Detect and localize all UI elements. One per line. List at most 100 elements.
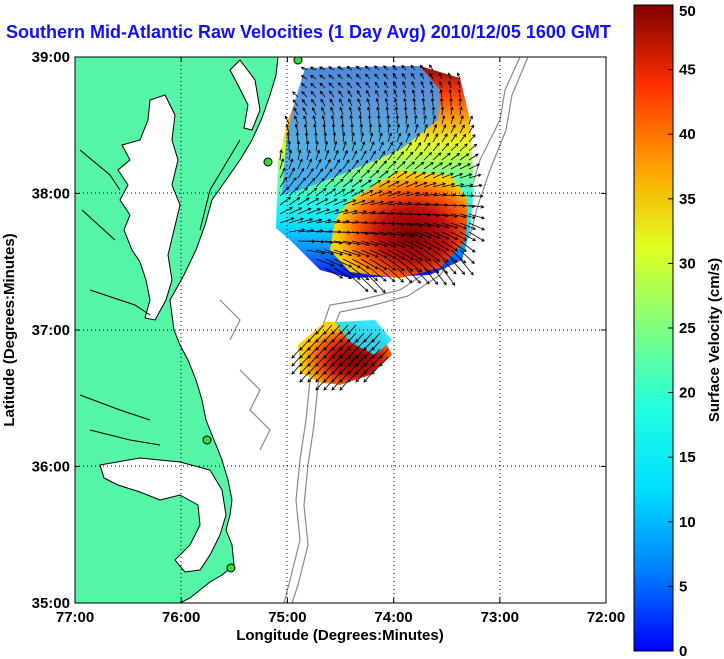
vector-arrowhead [364, 159, 369, 164]
vector-arrowhead [470, 193, 475, 198]
vector-arrowhead [374, 277, 379, 281]
vector-arrowhead [314, 131, 318, 136]
vector-arrow [385, 98, 389, 107]
vector-arrowhead [463, 248, 467, 252]
vector-arrow [360, 276, 377, 293]
vector-arrow [387, 240, 405, 248]
vector-arrowhead [323, 386, 327, 391]
vector-arrowhead [411, 161, 416, 165]
vector-arrow [369, 141, 375, 152]
vector-arrow [432, 231, 449, 240]
vector-arrow [351, 258, 370, 269]
vector-arrowhead [328, 66, 332, 70]
vector-arrow [349, 107, 353, 116]
vector-arrow [351, 179, 363, 188]
vector-arrow [383, 65, 389, 71]
vector-arrow [459, 222, 476, 230]
vector-arrowhead [348, 252, 353, 257]
vector-arrowhead [371, 362, 375, 367]
vector-arrow [329, 99, 335, 107]
vector-arrow [378, 212, 394, 215]
vector-arrowhead [385, 170, 389, 174]
vector-arrow [307, 348, 317, 359]
vector-arrowhead [311, 98, 315, 103]
vector-arrowhead [456, 152, 461, 157]
vector-arrowhead [336, 159, 341, 163]
vector-arrow [342, 132, 345, 143]
vector-arrowhead [430, 162, 434, 166]
vector-arrow [459, 173, 472, 179]
vector-arrow [288, 187, 299, 197]
vector-arrow [414, 222, 431, 227]
vector-arrowhead [472, 237, 477, 241]
vector-arrowhead [368, 123, 373, 128]
vector-arrow [333, 267, 352, 279]
vector-arrow [332, 124, 335, 134]
vector-arrowhead [430, 89, 434, 93]
vector-arrow [333, 150, 339, 161]
velocity-vectors [279, 64, 486, 391]
vector-arrowhead [473, 143, 478, 148]
vector-arrow [432, 152, 442, 161]
vector-arrow [432, 106, 434, 116]
vector-arrowhead [330, 178, 335, 182]
vector-arrowhead [307, 354, 311, 359]
vector-arrow [333, 240, 351, 245]
vector-arrow [310, 91, 317, 98]
vector-arrowhead [400, 151, 405, 155]
vector-arrowhead [428, 152, 433, 156]
vector-arrow [441, 106, 444, 116]
vector-arrowhead [371, 354, 375, 359]
vector-arrow [450, 153, 460, 161]
vector-arrowhead [467, 163, 471, 167]
vector-arrowhead [299, 378, 303, 383]
vector-arrowhead [419, 257, 423, 261]
vector-arrow [432, 193, 447, 197]
vector-arrowhead [311, 177, 316, 182]
vector-arrow [369, 276, 386, 293]
vector-arrow [333, 209, 348, 215]
vector-arrow [342, 169, 352, 179]
vector-arrowhead [356, 242, 361, 246]
vector-arrowhead [302, 177, 307, 182]
vector-arrowhead [417, 142, 422, 146]
vector-arrow [468, 222, 485, 231]
vector-arrowhead [439, 97, 444, 102]
vector-arrow [339, 107, 344, 116]
vector-arrowhead [429, 64, 433, 69]
vector-arrowhead [292, 91, 296, 95]
vector-arrowhead [364, 65, 369, 70]
vector-arrow [342, 159, 350, 170]
vector-arrow [324, 178, 334, 188]
vector-arrowhead [357, 106, 362, 111]
vector-arrowhead [321, 115, 326, 119]
vector-arrow [423, 115, 426, 125]
vector-arrow [342, 240, 360, 245]
vector-arrowhead [391, 278, 396, 283]
vector-arrow [405, 151, 414, 161]
vector-arrow [342, 199, 356, 206]
vector-arrow [356, 82, 362, 89]
vector-arrow [324, 209, 339, 215]
vector-arrowhead [364, 220, 369, 225]
vector-arrow [396, 231, 414, 237]
vector-arrowhead [359, 123, 364, 128]
vector-arrowhead [366, 265, 370, 269]
vector-arrowhead [302, 107, 306, 111]
vector-arrowhead [447, 152, 451, 157]
vector-arrowhead [333, 140, 338, 145]
vector-arrow [355, 372, 365, 383]
vector-arrowhead [406, 191, 411, 195]
vector-arrow [291, 364, 301, 375]
vector-arrow [287, 132, 290, 143]
vector-arrowhead [429, 80, 434, 85]
vector-arrow [351, 231, 369, 235]
vector-arrowhead [419, 245, 424, 250]
vector-arrow [347, 364, 357, 375]
vector-arrowhead [319, 74, 323, 79]
vector-arrow [351, 221, 368, 224]
vector-arrow [432, 162, 443, 170]
vector-arrow [360, 190, 373, 197]
vector-arrowhead [330, 106, 334, 111]
vector-arrow [468, 184, 482, 188]
